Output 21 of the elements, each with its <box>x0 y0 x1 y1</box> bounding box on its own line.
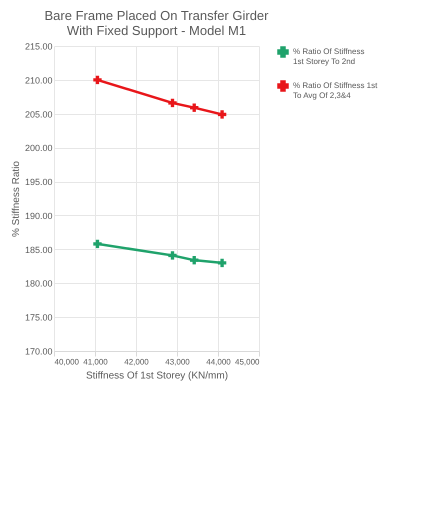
x-axis-title: Stiffness Of 1st Storey (KN/mm) <box>86 370 228 382</box>
y-tick-label: 180.00 <box>24 278 52 289</box>
legend-label: % Ratio Of Stiffness 1st To Avg Of 2,3&4 <box>293 81 378 100</box>
y-tick-label: 200.00 <box>24 143 52 154</box>
chart-title: Bare Frame Placed On Transfer Girder With Fixed Support - Model M1 <box>44 8 270 38</box>
x-tick-label: 42,000 <box>124 358 150 366</box>
x-tick-label: 41,000 <box>83 358 108 366</box>
y-tick-label: 190.00 <box>24 210 52 221</box>
y-tick-label: 185.00 <box>24 244 52 255</box>
legend-label: % Ratio Of Stiffness 1st Storey To 2nd <box>293 47 364 66</box>
y-tick-label: 210.00 <box>24 75 52 86</box>
y-tick-label: 195.00 <box>24 177 52 188</box>
y-axis-title: % Stiffness Ratio <box>10 160 22 237</box>
y-tick-label: 215.00 <box>24 42 52 52</box>
y-tick-label: 170.00 <box>24 346 52 356</box>
x-tick-label: 43,000 <box>165 358 190 366</box>
y-tick-label: 205.00 <box>24 109 52 120</box>
x-tick-label: 40,000 <box>54 358 80 366</box>
y-tick-label: 175.00 <box>24 312 52 323</box>
x-tick-label: 44,000 <box>206 358 232 366</box>
x-tick-label: 45,000 <box>235 358 260 366</box>
